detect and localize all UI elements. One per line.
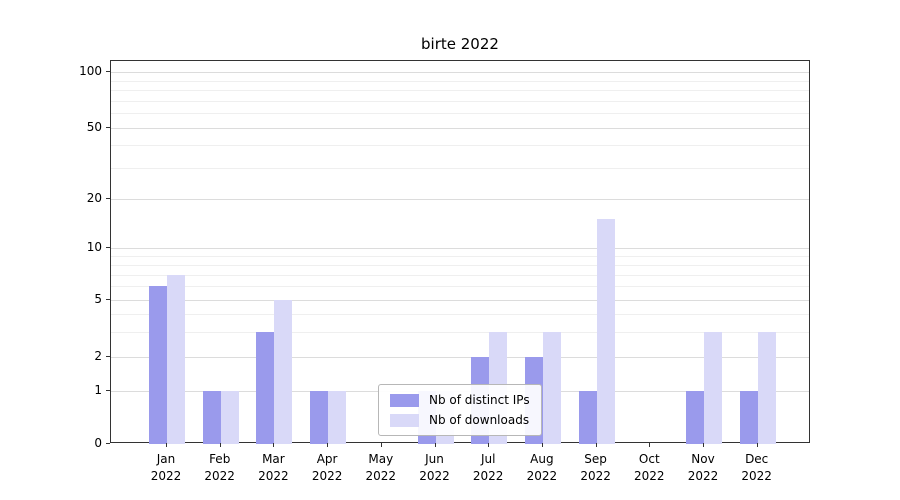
x-tick-label: Apr 2022 bbox=[311, 452, 343, 484]
bar-distinct-ips bbox=[686, 391, 704, 444]
x-tick-mark bbox=[649, 443, 651, 447]
minor-gridline bbox=[111, 331, 809, 333]
bar-downloads bbox=[274, 300, 293, 444]
y-tick-mark bbox=[106, 356, 110, 357]
bar-downloads bbox=[542, 331, 561, 444]
y-tick-mark bbox=[106, 299, 110, 300]
legend-item-distinct-ips: Nb of distinct IPs bbox=[390, 393, 530, 407]
plot-area bbox=[110, 60, 810, 444]
y-tick-mark bbox=[106, 71, 110, 72]
minor-gridline bbox=[111, 113, 809, 115]
bar-downloads bbox=[328, 391, 347, 444]
x-tick-mark bbox=[434, 443, 436, 447]
legend-swatch-downloads bbox=[390, 413, 419, 427]
major-gridline bbox=[111, 72, 809, 73]
bar-distinct-ips bbox=[149, 286, 167, 444]
minor-gridline bbox=[111, 286, 809, 288]
x-tick-label: Aug 2022 bbox=[526, 452, 558, 484]
x-tick-mark bbox=[703, 443, 704, 447]
bar-downloads bbox=[704, 331, 722, 444]
bar-distinct-ips bbox=[256, 331, 275, 444]
legend-label-distinct-ips: Nb of distinct IPs bbox=[429, 393, 530, 407]
y-tick-label: 100 bbox=[79, 64, 102, 78]
x-tick-label: Nov 2022 bbox=[687, 452, 719, 484]
minor-gridline bbox=[111, 167, 809, 169]
y-tick-label: 2 bbox=[94, 349, 102, 363]
minor-gridline bbox=[111, 255, 809, 257]
minor-gridline bbox=[111, 264, 809, 266]
minor-gridline bbox=[111, 90, 809, 92]
minor-gridline bbox=[111, 145, 809, 147]
major-gridline bbox=[111, 248, 809, 249]
bar-downloads bbox=[596, 219, 615, 444]
y-tick-label: 1 bbox=[94, 383, 102, 397]
y-tick-label: 20 bbox=[86, 191, 102, 205]
legend: Nb of distinct IPs Nb of downloads bbox=[378, 384, 542, 436]
legend-item-downloads: Nb of downloads bbox=[390, 413, 530, 427]
major-gridline bbox=[111, 199, 809, 200]
bar-distinct-ips bbox=[202, 391, 221, 444]
major-gridline bbox=[111, 300, 809, 301]
y-tick-mark bbox=[106, 247, 110, 248]
major-gridline bbox=[111, 357, 809, 358]
y-tick-mark bbox=[106, 198, 110, 199]
x-tick-mark bbox=[595, 443, 597, 447]
y-tick-mark bbox=[106, 127, 110, 128]
y-tick-mark bbox=[106, 443, 110, 444]
minor-gridline bbox=[111, 274, 809, 276]
y-tick-label: 5 bbox=[94, 292, 102, 306]
x-tick-mark bbox=[166, 443, 167, 447]
x-tick-label: Sep 2022 bbox=[580, 452, 611, 484]
x-tick-label: Oct 2022 bbox=[634, 452, 665, 484]
legend-swatch-distinct-ips bbox=[390, 393, 419, 407]
bar-distinct-ips bbox=[578, 391, 597, 444]
x-tick-label: Jan 2022 bbox=[150, 452, 182, 484]
legend-label-downloads: Nb of downloads bbox=[429, 413, 530, 427]
x-tick-label: Feb 2022 bbox=[204, 452, 235, 484]
x-tick-label: Dec 2022 bbox=[741, 452, 772, 484]
major-gridline bbox=[111, 128, 809, 129]
minor-gridline bbox=[111, 80, 809, 82]
bar-downloads bbox=[220, 391, 239, 444]
y-tick-mark bbox=[106, 390, 110, 391]
bar-distinct-ips bbox=[739, 391, 758, 444]
x-tick-mark bbox=[380, 443, 382, 447]
minor-gridline bbox=[111, 313, 809, 315]
x-tick-label: Jul 2022 bbox=[472, 452, 504, 484]
x-tick-mark bbox=[756, 443, 758, 447]
x-tick-label: Mar 2022 bbox=[258, 452, 289, 484]
bar-downloads bbox=[757, 331, 776, 444]
y-tick-label: 10 bbox=[86, 240, 102, 254]
y-tick-label: 0 bbox=[94, 436, 102, 450]
bar-distinct-ips bbox=[310, 391, 329, 444]
x-tick-mark bbox=[541, 443, 543, 447]
x-tick-mark bbox=[219, 443, 221, 447]
x-tick-mark bbox=[488, 443, 490, 447]
y-tick-label: 50 bbox=[86, 120, 102, 134]
bar-downloads bbox=[167, 274, 185, 444]
chart-title: birte 2022 bbox=[421, 35, 499, 53]
x-tick-label: Jun 2022 bbox=[419, 452, 450, 484]
x-tick-mark bbox=[273, 443, 275, 447]
x-tick-mark bbox=[327, 443, 329, 447]
x-tick-label: May 2022 bbox=[365, 452, 397, 484]
minor-gridline bbox=[111, 100, 809, 102]
